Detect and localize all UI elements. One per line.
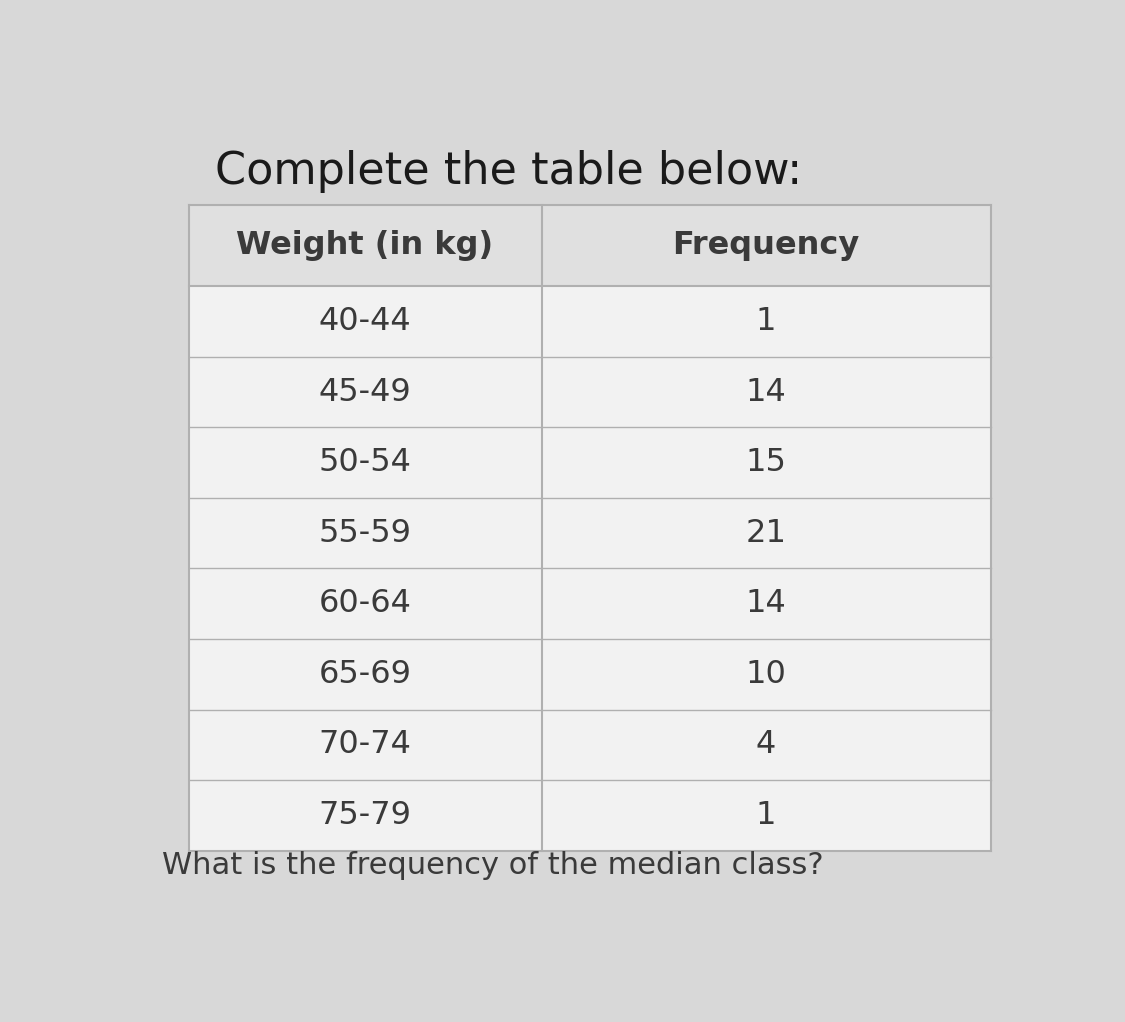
Text: 1: 1 xyxy=(756,800,776,831)
Text: 21: 21 xyxy=(746,518,786,549)
Text: 14: 14 xyxy=(746,377,786,408)
Text: Complete the table below:: Complete the table below: xyxy=(215,150,802,193)
Text: 50-54: 50-54 xyxy=(318,448,412,478)
Text: 45-49: 45-49 xyxy=(318,377,412,408)
Text: 14: 14 xyxy=(746,589,786,619)
Text: 65-69: 65-69 xyxy=(318,659,412,690)
Text: 70-74: 70-74 xyxy=(318,730,412,760)
Text: Frequency: Frequency xyxy=(673,230,860,262)
Text: 40-44: 40-44 xyxy=(318,307,412,337)
Text: Weight (in kg): Weight (in kg) xyxy=(236,230,494,262)
Text: What is the frequency of the median class?: What is the frequency of the median clas… xyxy=(162,850,824,880)
Text: 55-59: 55-59 xyxy=(318,518,412,549)
Text: 75-79: 75-79 xyxy=(318,800,412,831)
Text: 1: 1 xyxy=(756,307,776,337)
Text: 15: 15 xyxy=(746,448,786,478)
Text: 4: 4 xyxy=(756,730,776,760)
Text: 10: 10 xyxy=(746,659,786,690)
Text: 60-64: 60-64 xyxy=(318,589,412,619)
